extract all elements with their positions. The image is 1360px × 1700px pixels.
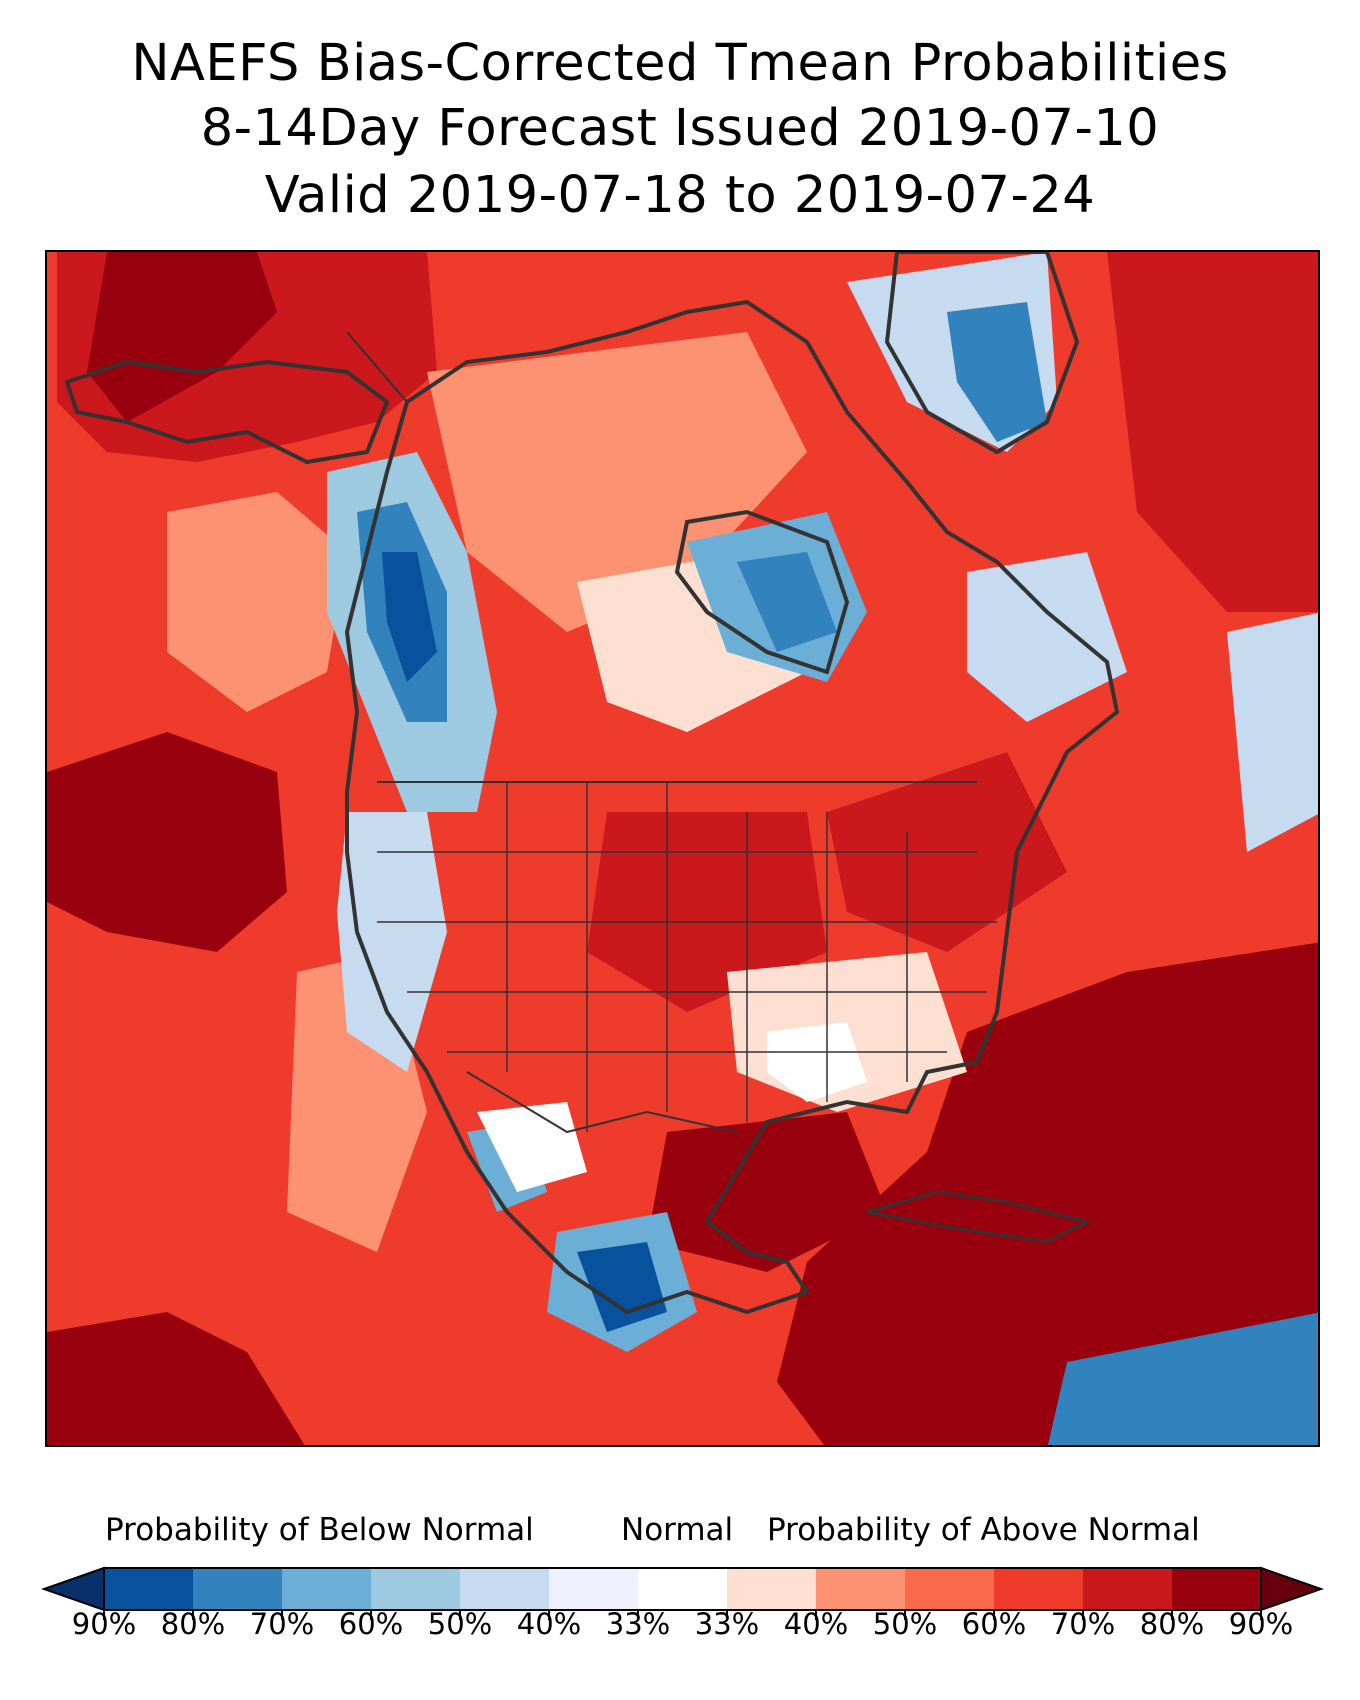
colorbar-segment	[193, 1568, 283, 1610]
colorbar-segment	[371, 1568, 461, 1610]
colorbar-extend-above	[1260, 1566, 1325, 1612]
colorbar-segment	[104, 1568, 194, 1610]
legend-normal-label: Normal	[621, 1512, 734, 1548]
legend-below-label: Probability of Below Normal	[105, 1512, 534, 1548]
gulf-of-alaska-light-warm	[167, 492, 347, 712]
arctic-light-warm	[427, 332, 807, 632]
colorbar-tick-label: 70%	[1050, 1607, 1116, 1641]
colorbar-tick-label: 90%	[1228, 1607, 1294, 1641]
colorbar-segment	[1083, 1568, 1173, 1610]
colorbar-tick-label: 90%	[71, 1607, 137, 1641]
caribbean-islands-coastline	[866, 1190, 1092, 1244]
state-borders	[377, 782, 997, 1132]
hudson-bay-coastline	[674, 509, 850, 675]
colorbar-tick-label: 60%	[961, 1607, 1027, 1641]
gulf-dark-warm	[647, 1112, 887, 1272]
labrador-pale-cool	[967, 552, 1127, 722]
mexico-normal	[477, 1102, 587, 1192]
title-line-3: Valid 2019-07-18 to 2019-07-24	[264, 166, 1096, 225]
colorbar-tick-label: 33%	[694, 1607, 760, 1641]
alaska-coastline	[64, 359, 390, 465]
title-line-2: 8-14Day Forecast Issued 2019-07-10	[200, 99, 1160, 158]
colorbar-tick-label: 50%	[872, 1607, 938, 1641]
colorbar-segment	[638, 1568, 728, 1610]
colorbar-tick-label: 40%	[516, 1607, 582, 1641]
colorbar-tick-label: 80%	[1139, 1607, 1205, 1641]
colorbar-tick-label: 40%	[783, 1607, 849, 1641]
alaska-canada-border	[346, 331, 408, 403]
alaska-dark-warm	[87, 252, 277, 422]
colorbar-tick-label: 80%	[160, 1607, 226, 1641]
east-atlantic-pale-cool	[1227, 612, 1318, 852]
colorbar-segment	[460, 1568, 550, 1610]
colorbar-segment	[816, 1568, 906, 1610]
probability-map	[45, 250, 1320, 1447]
colorbar-tick-label: 60%	[338, 1607, 404, 1641]
southeast-normal	[767, 1022, 867, 1102]
colorbar-extend-below	[40, 1566, 105, 1612]
greenland-coastline	[884, 252, 1080, 455]
colorbar-segment	[549, 1568, 639, 1610]
central-us-strong-warm	[587, 812, 827, 1012]
colorbar-segment	[1172, 1568, 1262, 1610]
north-atlantic-strong-warm	[1107, 252, 1318, 612]
bc-dark-cool	[382, 552, 437, 682]
colorbar-tick-label: 50%	[427, 1607, 493, 1641]
legend-above-label: Probability of Above Normal	[767, 1512, 1200, 1548]
colorbar-segment	[727, 1568, 817, 1610]
colorbar-segment	[282, 1568, 372, 1610]
colorbar-tick-label: 70%	[249, 1607, 315, 1641]
colorbar-outline	[103, 1567, 1262, 1611]
south-america-cool	[1047, 1312, 1318, 1445]
us-mexico-border	[466, 1071, 738, 1134]
north-america-coastline	[344, 299, 1120, 1315]
colorbar-segment	[994, 1568, 1084, 1610]
greenland-strong-cool	[947, 302, 1047, 442]
map-canvas	[47, 252, 1318, 1445]
atlantic-dark-warm	[777, 942, 1318, 1445]
west-coast-us-pale-cool	[337, 812, 447, 1072]
title-line-1: NAEFS Bias-Corrected Tmean Probabilities	[131, 34, 1229, 93]
hudson-bay-strong-cool	[737, 552, 837, 652]
mexico-dark-cool	[577, 1242, 667, 1332]
pacific-dark-warm	[47, 732, 287, 952]
colorbar-tick-label: 33%	[605, 1607, 671, 1641]
colorbar-segment	[905, 1568, 995, 1610]
southwest-pacific-dark	[47, 1312, 305, 1445]
